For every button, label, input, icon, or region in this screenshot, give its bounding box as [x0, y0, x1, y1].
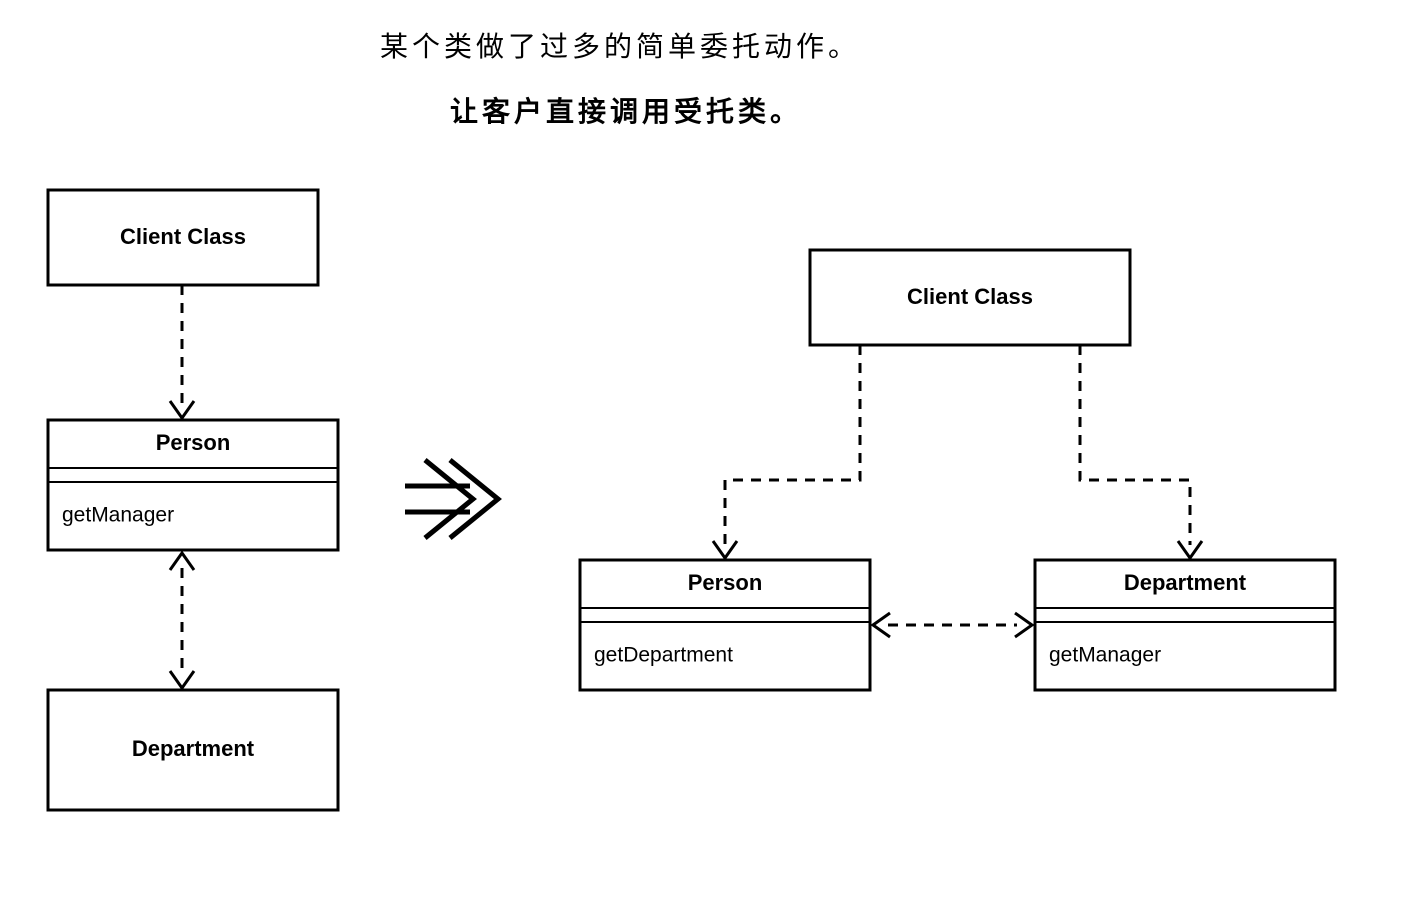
heading-line-2: 让客户直接调用受托类。 [450, 90, 802, 130]
right-person-title: Person [688, 570, 763, 595]
left-person-method-0: getManager [62, 504, 174, 527]
right-edge-client-department [1080, 345, 1190, 545]
left-edge-person-department-arrow-down [170, 671, 194, 688]
right-department-title: Department [1124, 570, 1247, 595]
right-edge-client-person [725, 345, 860, 545]
left-person-title: Person [156, 430, 231, 455]
heading-line-1: 某个类做了过多的简单委托动作。 [380, 25, 860, 65]
left-edge-person-department-arrow-up [170, 553, 194, 570]
right-department-method-0: getManager [1049, 644, 1161, 667]
right-client-title: Client Class [907, 284, 1033, 309]
left-client-title: Client Class [120, 224, 246, 249]
left-department-title: Department [132, 736, 255, 761]
right-person-method-0: getDepartment [594, 644, 733, 667]
right-edge-person-department-arrow-right [1015, 613, 1032, 637]
left-edge-client-person-arrow [170, 401, 194, 418]
right-edge-person-department-arrow-left [873, 613, 890, 637]
transform-arrow-icon [405, 460, 498, 538]
uml-diagram: Client Class Person getManager Departmen… [0, 160, 1426, 910]
